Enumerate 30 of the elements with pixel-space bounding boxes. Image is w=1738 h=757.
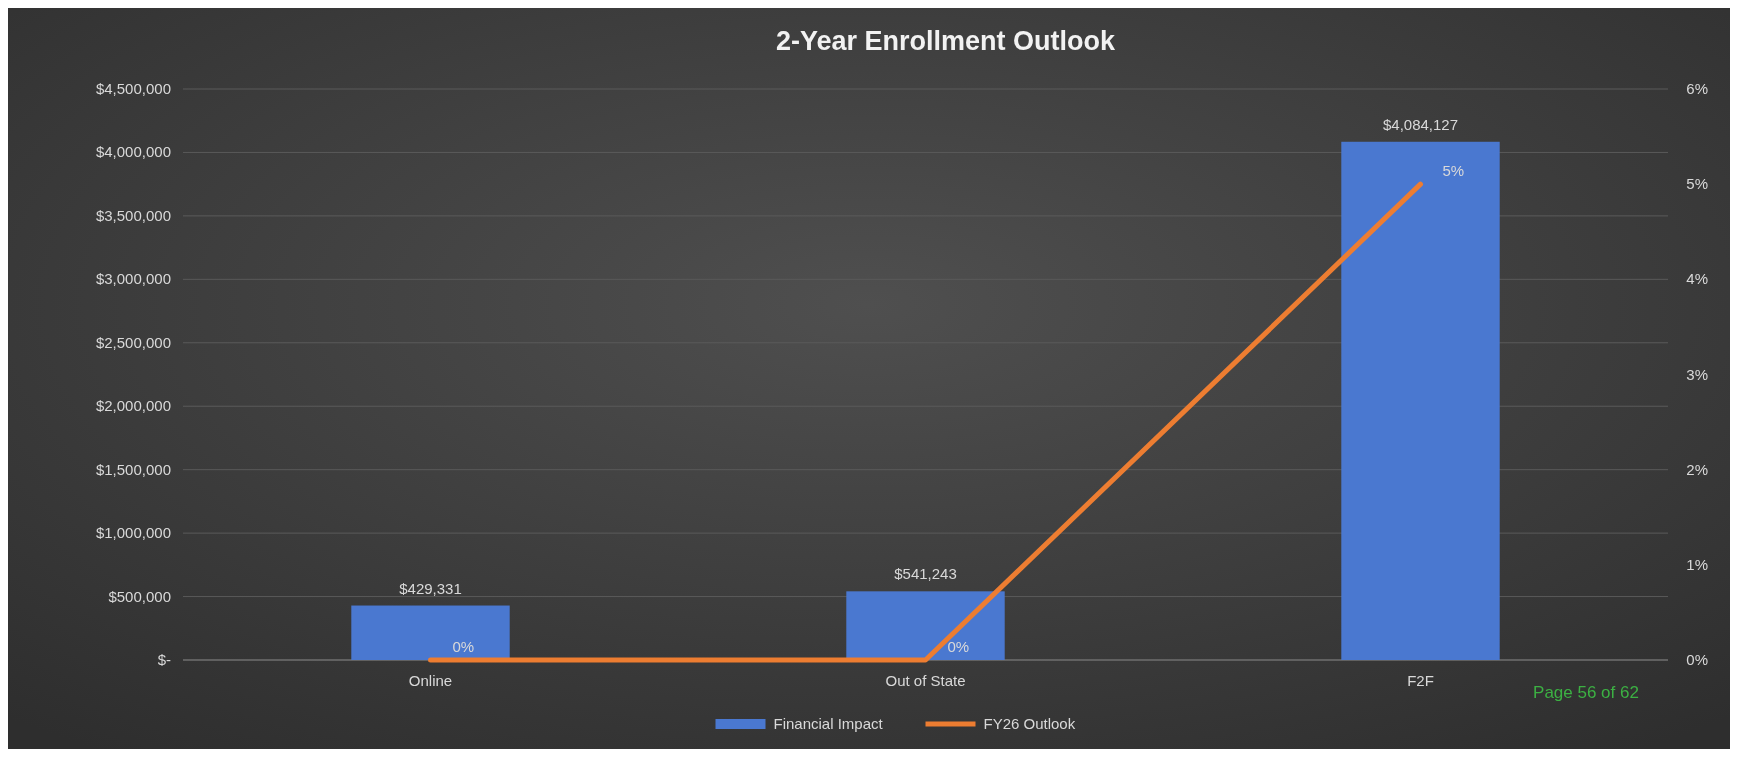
y2-tick-label: 2% <box>1686 460 1708 478</box>
y-tick-label: $1,000,000 <box>95 524 171 542</box>
y-tick-label: $500,000 <box>108 587 171 605</box>
text: Page 56 of 62 <box>1533 683 1639 702</box>
y-tick-label: $3,500,000 <box>95 206 171 224</box>
data-label: $429,331 <box>399 579 462 597</box>
y-tick-label: $3,000,000 <box>95 270 171 288</box>
data-label: 0% <box>947 638 970 655</box>
y-tick-label: $2,500,000 <box>95 333 171 351</box>
data-label: 5% <box>1442 162 1465 180</box>
y-tick-label: $1,500,000 <box>95 460 171 478</box>
x-tick-label: F2F <box>1407 672 1434 689</box>
y2-tick-label: 1% <box>1686 555 1708 573</box>
legend-label: FY26 Outlook <box>983 715 1076 732</box>
y2-tick-label: 0% <box>1686 651 1708 668</box>
y-tick-label: $2,000,000 <box>95 397 171 415</box>
y-tick-label: $- <box>157 651 171 668</box>
y2-tick-label: 3% <box>1686 365 1708 383</box>
data-label: 0% <box>452 638 475 655</box>
chart-title: 2-Year Enrollment Outlook <box>775 26 1117 56</box>
legend-label: Financial Impact <box>773 715 884 732</box>
y-tick-label: $4,500,000 <box>95 80 171 97</box>
y-tick-label: $4,000,000 <box>95 143 171 161</box>
y2-tick-label: 6% <box>1686 80 1708 97</box>
y2-tick-label: 4% <box>1686 270 1708 288</box>
x-tick-label: Out of State <box>885 672 966 689</box>
data-label: $541,243 <box>894 565 957 583</box>
x-tick-label: Online <box>408 672 453 689</box>
data-label: $4,084,127 <box>1382 115 1459 133</box>
y2-tick-label: 5% <box>1686 175 1708 193</box>
